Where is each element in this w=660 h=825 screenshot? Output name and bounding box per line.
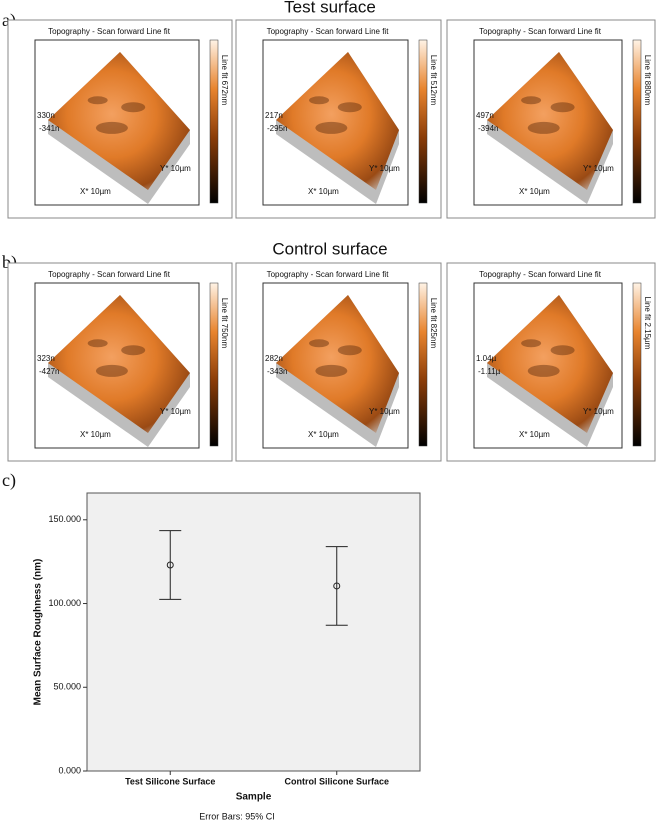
surface-feature: [95, 121, 128, 134]
x-axis-label: X* 10µm: [308, 430, 339, 439]
z-bottom-label: -341n: [39, 124, 59, 133]
x-tick-label: Control Silicone Surface: [284, 776, 389, 786]
colorbar-label: Line fit 880nm: [643, 55, 652, 106]
colorbar-label: Line fit 825nm: [429, 298, 438, 349]
surface-feature: [315, 121, 348, 134]
image-header: Topography - Scan forward Line fit: [48, 270, 171, 279]
y-axis-label: Y* 10µm: [583, 407, 614, 416]
surface-feature: [87, 339, 108, 348]
surface-feature: [527, 121, 560, 134]
surface-feature: [550, 345, 575, 356]
image-header: Topography - Scan forward Line fit: [267, 27, 390, 36]
surface-feature: [550, 102, 575, 113]
image-header: Topography - Scan forward Line fit: [267, 270, 390, 279]
surface-feature: [521, 96, 542, 105]
surface-feature: [527, 364, 560, 377]
z-bottom-label: -295n: [267, 124, 287, 133]
x-axis-label: X* 10µm: [80, 187, 111, 196]
colorbar: [209, 282, 219, 447]
chart-note: Error Bars: 95% CI: [199, 811, 275, 821]
y-axis-label: Y* 10µm: [369, 164, 400, 173]
y-axis-label: Y* 10µm: [583, 164, 614, 173]
colorbar-label: Line fit 2.15µm: [643, 297, 652, 350]
colorbar: [632, 39, 642, 204]
image-header: Topography - Scan forward Line fit: [479, 270, 602, 279]
z-top-label: 330n: [37, 111, 55, 120]
plot-area: [86, 492, 421, 772]
image-header: Topography - Scan forward Line fit: [479, 27, 602, 36]
surface: [487, 295, 613, 433]
error-bar: [325, 546, 348, 626]
x-axis-label: X* 10µm: [519, 187, 550, 196]
y-axis-label: Y* 10µm: [160, 407, 191, 416]
surface-feature: [309, 339, 330, 348]
surface: [48, 295, 190, 433]
colorbar-label: Line fit 750nm: [220, 298, 229, 349]
y-axis-title: Mean Surface Roughness (nm): [33, 559, 44, 706]
colorbar: [418, 39, 428, 204]
z-bottom-label: -1.11µ: [478, 367, 501, 376]
surface: [276, 295, 399, 433]
surface: [487, 52, 613, 190]
panel-title: Test surface: [284, 0, 376, 16]
colorbar: [209, 39, 219, 204]
surface-feature: [521, 339, 542, 348]
surface: [276, 52, 399, 190]
panel-title: Control surface: [272, 239, 387, 258]
error-bar: [159, 530, 182, 600]
z-top-label: 1.04µ: [476, 354, 497, 363]
surface-feature: [315, 364, 348, 377]
y-tick-label: 0.000: [58, 765, 81, 775]
z-bottom-label: -427n: [39, 367, 59, 376]
colorbar-label: Line fit 672nm: [220, 55, 229, 106]
z-top-label: 217n: [265, 111, 283, 120]
y-axis-label: Y* 10µm: [369, 407, 400, 416]
surface-feature: [95, 364, 128, 377]
x-tick-label: Test Silicone Surface: [125, 776, 215, 786]
y-tick-label: 100.000: [48, 598, 81, 608]
y-tick-label: 50.000: [53, 682, 81, 692]
z-bottom-label: -343n: [267, 367, 287, 376]
y-tick-label: 150.000: [48, 514, 81, 524]
y-axis-label: Y* 10µm: [160, 164, 191, 173]
surface-feature: [337, 345, 362, 356]
x-axis-label: X* 10µm: [308, 187, 339, 196]
x-axis-label: X* 10µm: [80, 430, 111, 439]
z-top-label: 497n: [476, 111, 494, 120]
panel-label: c): [2, 470, 16, 491]
colorbar: [632, 282, 642, 447]
surface-feature: [121, 345, 146, 356]
x-axis-title: Sample: [236, 792, 272, 803]
colorbar-label: Line fit 512nm: [429, 55, 438, 106]
z-top-label: 282n: [265, 354, 283, 363]
z-top-label: 323n: [37, 354, 55, 363]
mean-marker: [333, 582, 341, 590]
surface-feature: [121, 102, 146, 113]
mean-marker: [166, 561, 174, 569]
colorbar: [418, 282, 428, 447]
surface-feature: [309, 96, 330, 105]
image-header: Topography - Scan forward Line fit: [48, 27, 171, 36]
surface-feature: [87, 96, 108, 105]
surface: [48, 52, 190, 190]
surface-feature: [337, 102, 362, 113]
x-axis-label: X* 10µm: [519, 430, 550, 439]
z-bottom-label: -394n: [478, 124, 498, 133]
